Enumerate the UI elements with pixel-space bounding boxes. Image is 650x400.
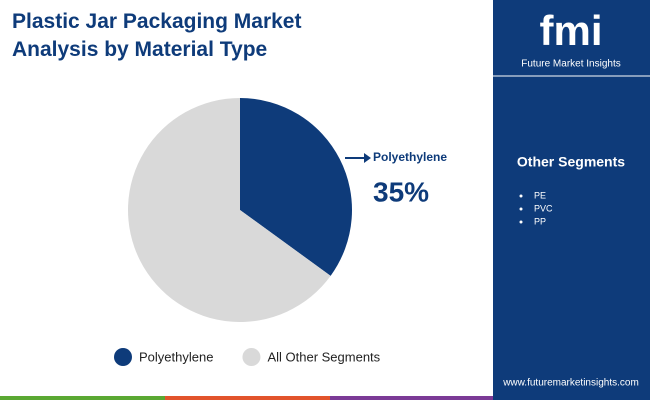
stripe (0, 396, 165, 400)
panel-heading: Other Segments (517, 154, 625, 170)
stripe (165, 396, 330, 400)
panel-item: PP (534, 216, 546, 226)
legend-swatch (114, 348, 132, 366)
logo-mark: fmi (540, 7, 603, 54)
footer-url: www.futuremarketinsights.com (502, 378, 639, 389)
logo-name: Future Market Insights (521, 59, 620, 70)
pie-slice (240, 98, 352, 276)
annotation-arrow-head (364, 153, 371, 163)
bullet (519, 207, 523, 211)
pie-slice (127, 98, 331, 323)
title-line: Analysis by Material Type (12, 38, 267, 61)
value-label: 35% (373, 176, 429, 207)
chart-title: Plastic Jar Packaging Market Analysis by … (12, 10, 301, 61)
legend-label: All Other Segments (267, 349, 380, 364)
title-line: Plastic Jar Packaging Market (12, 10, 301, 33)
stripe (493, 396, 650, 400)
panel-item: PE (534, 190, 546, 200)
side-panel (493, 0, 650, 396)
annotation-label: Polyethylene (373, 150, 447, 164)
legend-swatch (242, 348, 261, 366)
bullet (519, 194, 523, 198)
legend-label: Polyethylene (139, 349, 213, 364)
bullet (519, 220, 523, 224)
stripe (330, 396, 493, 400)
panel-item: PVC (534, 203, 553, 213)
